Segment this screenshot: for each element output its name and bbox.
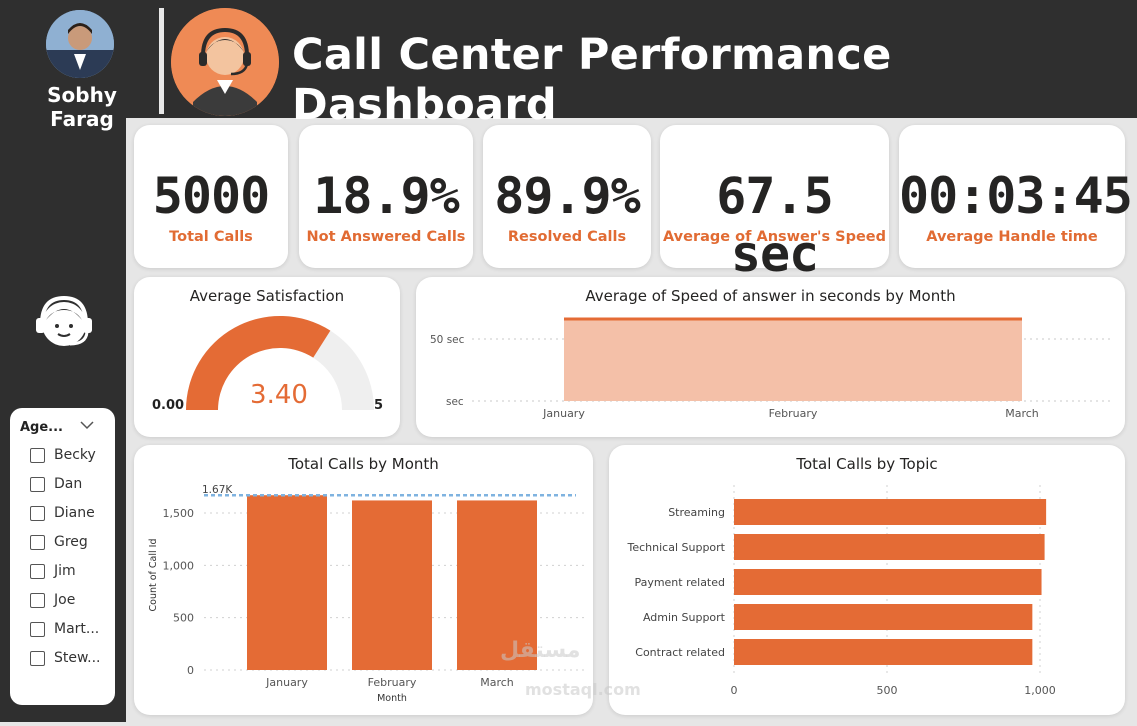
slicer-item-label: Greg [54,534,88,550]
area-chart: 50 sec sec January February March [430,317,1112,420]
calls-by-topic-card: Total Calls by Topic 0 500 1,000 Streaming T… [609,445,1125,715]
bar-chart: 0 500 1,000 1,500 January February March 1.67K M… [148,484,584,704]
slicer-item[interactable]: Stew... [30,649,101,667]
kpi-label: Average of Answer's Speed [662,229,887,245]
dashboard-title: Call Center Performance Dashboard [292,30,892,130]
x-tick-label: March [480,676,514,689]
bar [352,500,432,670]
gauge-fill [186,316,331,410]
y-tick-label: Technical Support [627,541,726,554]
x-tick-label: January [265,676,308,689]
y-tick-label: 1,500 [163,507,195,520]
agent-slicer [10,408,115,705]
user-avatar [46,10,114,78]
y-tick-label: 0 [187,664,194,677]
kpi-resolved: 89.9% Resolved Calls [483,125,651,268]
slicer-checkbox[interactable] [30,476,45,492]
bar [734,499,1047,525]
kpi-value: 67.5 sec [716,167,833,283]
gauge-value: 3.40 [250,380,308,410]
kpi-value: 5000 [152,167,270,225]
slicer-checkbox[interactable] [30,650,45,666]
kpi-value: 00:03:45 [899,167,1133,225]
slicer-item[interactable]: Becky [30,446,96,464]
chart-title: Average Satisfaction [189,287,345,305]
x-axis-label: Month [377,693,407,704]
kpi-answer-speed: 67.5 sec Average of Answer's Speed [660,125,889,283]
x-tick-label: February [368,676,417,689]
slicer-item[interactable]: Greg [30,533,88,551]
slicer-item-label: Becky [54,447,96,463]
bar [734,569,1042,595]
kpi-handle-time: 00:03:45 Average Handle time [899,125,1133,268]
x-tick-label: January [542,407,585,420]
slicer-item-label: Diane [54,505,95,521]
kpi-not-answered: 18.9% Not Answered Calls [299,125,473,268]
kpi-label: Average Handle time [926,229,1098,245]
y-tick-label: Streaming [668,506,725,519]
bar [247,495,327,670]
x-tick-label: March [1005,407,1039,420]
slicer-checkbox[interactable] [30,563,45,579]
slicer-checkbox[interactable] [30,505,45,521]
slicer-item-label: Dan [54,476,83,492]
slicer-header[interactable]: Age... [20,420,63,435]
call-agent-icon [171,8,279,116]
y-tick-label: Admin Support [643,611,726,624]
kpi-label: Resolved Calls [507,229,627,245]
customer-service-icon [32,290,96,354]
slicer-item-label: Stew... [54,650,101,666]
y-tick-label: 50 sec [430,334,465,346]
area-fill [564,319,1022,401]
slicer-item-label: Mart... [54,621,100,637]
gauge-chart: 3.40 0.00 5 [152,316,383,413]
kpi-label: Not Answered Calls [306,229,466,245]
chart-title: Average of Speed of answer in seconds by… [585,287,956,305]
user-name: Sobhy Farag [47,83,117,131]
kpi-value: 18.9% [313,167,460,225]
y-tick-label: sec [446,396,464,408]
y-tick-label: Contract related [635,646,725,659]
slicer-item[interactable]: Joe [30,591,75,609]
kpi-label: Total Calls [169,229,253,245]
satisfaction-gauge-card: Average Satisfaction 3.40 0.00 5 [134,277,400,437]
bar [734,604,1033,630]
bar [734,534,1045,560]
y-axis-label: Count of Call Id [148,539,159,612]
x-tick-label: 1,000 [1024,684,1056,697]
speed-by-month-card: Average of Speed of answer in seconds by… [416,277,1125,437]
chart-title: Total Calls by Month [288,455,439,473]
slicer-checkbox[interactable] [30,592,45,608]
x-tick-label: 0 [731,684,738,697]
slicer-item-label: Jim [54,563,76,579]
watermark-en: mostaql.com [525,680,641,699]
bar [734,639,1033,665]
kpi-value: 89.9% [494,167,641,225]
reference-label: 1.67K [202,484,233,496]
slicer-item[interactable]: Mart... [30,620,99,638]
calls-by-month-card: Total Calls by Month 0 500 1,000 1,500 Janua… [134,445,593,715]
slicer-checkbox[interactable] [30,447,45,463]
slicer-checkbox[interactable] [30,534,45,550]
slicer-item[interactable]: Jim [30,562,76,580]
slicer-item[interactable]: Diane [30,504,95,522]
x-tick-label: February [769,407,818,420]
x-tick-label: 500 [877,684,898,697]
slicer-checkbox[interactable] [30,621,45,637]
y-tick-label: 1,000 [163,559,195,572]
slicer-item-label: Joe [54,592,76,608]
y-tick-label: 500 [173,612,194,625]
chevron-down-icon[interactable] [80,419,94,433]
gauge-max-label: 5 [374,398,383,413]
hbar-chart: 0 500 1,000 Streaming Technical Support Payme… [627,485,1056,697]
y-tick-label: Payment related [634,576,725,589]
header-divider [159,8,164,114]
watermark-ar: مستقل [500,638,581,663]
gauge-min-label: 0.00 [152,398,184,413]
bar [457,500,537,670]
chart-title: Total Calls by Topic [796,455,938,473]
kpi-total-calls: 5000 Total Calls [134,125,288,268]
slicer-item[interactable]: Dan [30,475,82,493]
